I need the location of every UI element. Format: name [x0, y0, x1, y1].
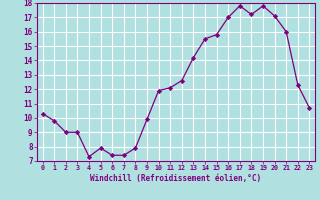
X-axis label: Windchill (Refroidissement éolien,°C): Windchill (Refroidissement éolien,°C): [91, 174, 261, 183]
